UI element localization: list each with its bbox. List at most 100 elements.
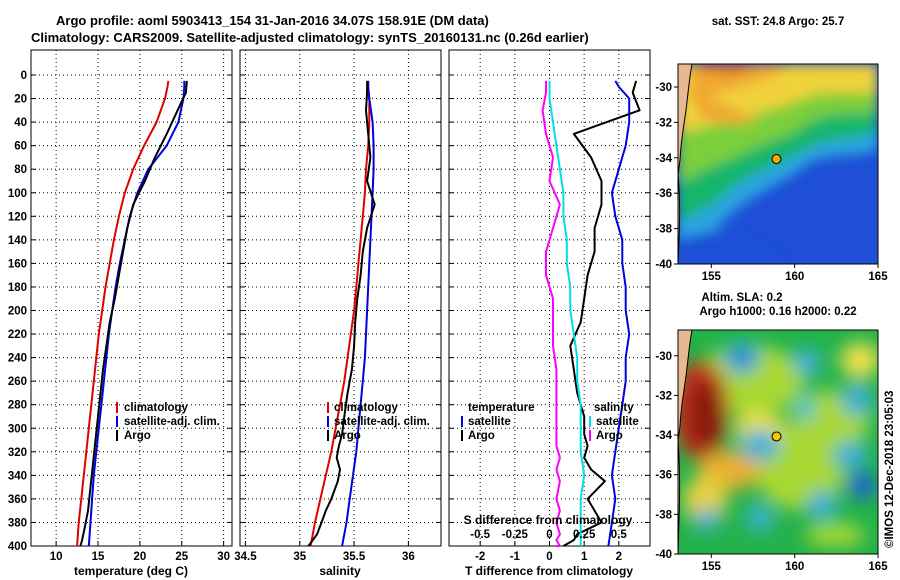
map-lat-label: -34 xyxy=(655,153,672,165)
y-tick-label: 300 xyxy=(8,423,27,435)
sst-map-frame xyxy=(677,63,879,265)
y-tick-label: 120 xyxy=(8,211,27,223)
imos-credit: ©IMOS 12-Dec-2018 23:05:03 xyxy=(884,391,896,548)
s-difference-label: S difference from climatology xyxy=(464,513,633,527)
y-tick-label: 40 xyxy=(14,117,27,129)
x-tick-label: 15 xyxy=(92,551,105,563)
y-tick-label: 280 xyxy=(8,400,27,412)
temperature-xlabel: temperature (deg C) xyxy=(74,564,188,578)
x-tick-label: -2 xyxy=(475,551,485,563)
salinity-ticks: 34.5 35 35.5 36 xyxy=(234,74,441,563)
sla-map-ticks: -30 -32 -34 -36 -38 -40 155 160 165 xyxy=(655,351,888,573)
x-tick-label: -1 xyxy=(510,551,521,563)
series-satellite-adj-clim- xyxy=(341,80,375,547)
sst-map: sat. SST: 24.8 Argo: 25.7 -30-32-34-36-3… xyxy=(655,16,888,283)
salinity-profile-chart: 34.5 35 35.5 36 climatology satellite-adj. … xyxy=(234,49,442,578)
t-difference-xlabel: T difference from climatology xyxy=(465,564,633,578)
legend-label-argo: Argo xyxy=(124,430,151,442)
difference-profile-chart: -2 -1 0 1 2 -0.5 -0.25 0 0.25 0.5 temperature sat… xyxy=(448,49,651,578)
salinity-plot-frame xyxy=(239,49,442,547)
y-tick-label: 140 xyxy=(8,235,27,247)
x-tick-label: 35 xyxy=(293,551,306,563)
map-lon-label: 155 xyxy=(702,271,722,283)
y-tick-label: 100 xyxy=(8,188,27,200)
map-lon-label: 165 xyxy=(868,561,888,573)
temperature-legend: climatology satellite-adj. clim. Argo xyxy=(116,402,220,442)
map-lat-label: -36 xyxy=(655,188,672,200)
map-lon-label: 155 xyxy=(702,561,722,573)
map-lat-label: -40 xyxy=(655,259,672,271)
y-tick-label: 0 xyxy=(21,70,27,82)
x-tick-label: 20 xyxy=(133,551,146,563)
salinity-series xyxy=(307,80,376,547)
difference-ticks: -2 -1 0 1 2 -0.5 -0.25 0 0.25 0.5 xyxy=(449,74,650,563)
y-tick-label: 360 xyxy=(8,494,27,506)
map-lon-label: 160 xyxy=(785,561,804,573)
temperature-gridlines xyxy=(31,50,232,547)
x-tick-label: 35.5 xyxy=(343,551,366,563)
s-diff-tick-label: 0 xyxy=(546,529,552,541)
legend-label-climatology: climatology xyxy=(334,402,399,414)
series-t-satellite xyxy=(607,80,631,547)
difference-legend-salinity: salinity satellite Argo xyxy=(589,402,639,442)
sla-float-marker xyxy=(771,431,782,442)
map-lat-label: -32 xyxy=(655,390,672,402)
salinity-xlabel: salinity xyxy=(319,564,361,578)
series-t-argo xyxy=(562,80,641,547)
figure-title-line2: Climatology: CARS2009. Satellite-adjuste… xyxy=(31,30,589,45)
series-s-satellite xyxy=(548,80,586,546)
sla-map-title-line2: Argo h1000: 0.16 h2000: 0.22 xyxy=(699,306,856,318)
y-tick-label: 380 xyxy=(8,517,27,529)
map-lat-label: -36 xyxy=(655,470,672,482)
s-diff-tick-label: -0.25 xyxy=(502,529,529,541)
legend-title-salinity: salinity xyxy=(594,402,634,414)
temperature-profile-chart: 10 15 20 25 30020406080100120140160180200220… xyxy=(8,49,233,578)
map-lat-label: -30 xyxy=(655,82,672,94)
map-lat-label: -30 xyxy=(655,351,672,363)
x-tick-label: 0 xyxy=(546,551,552,563)
map-lat-label: -38 xyxy=(655,509,672,521)
s-diff-tick-label: 0.5 xyxy=(611,529,628,541)
difference-legend-temperature: temperature satellite Argo xyxy=(461,402,534,442)
y-tick-label: 400 xyxy=(8,541,27,553)
map-lat-label: -32 xyxy=(655,117,672,129)
y-tick-label: 180 xyxy=(8,282,27,294)
map-lat-label: -40 xyxy=(655,549,672,561)
series-climatology xyxy=(76,80,170,547)
sla-map-frame xyxy=(677,329,879,555)
legend-label-t-satellite: satellite xyxy=(468,416,511,428)
figure-title-line1: Argo profile: aoml 5903413_154 31-Jan-20… xyxy=(56,13,489,28)
map-lon-label: 160 xyxy=(785,271,804,283)
x-tick-label: 34.5 xyxy=(234,551,257,563)
x-tick-label: 25 xyxy=(175,551,188,563)
sst-map-title: sat. SST: 24.8 Argo: 25.7 xyxy=(712,16,845,28)
s-diff-tick-label: -0.5 xyxy=(470,529,490,541)
y-tick-label: 220 xyxy=(8,329,27,341)
y-tick-label: 20 xyxy=(14,94,27,106)
series-s-argo xyxy=(541,80,561,547)
s-diff-tick-label: 0.25 xyxy=(573,529,596,541)
map-lat-label: -38 xyxy=(655,224,672,236)
y-tick-label: 160 xyxy=(8,258,27,270)
legend-label-argo: Argo xyxy=(334,430,361,442)
y-tick-label: 320 xyxy=(8,447,27,459)
map-lon-label: 165 xyxy=(868,271,888,283)
y-tick-label: 240 xyxy=(8,353,27,365)
legend-label-t-argo: Argo xyxy=(468,430,495,442)
sla-map-title-line1: Altim. SLA: 0.2 xyxy=(701,292,782,304)
sst-map-ticks: -30 -32 -34 -36 -38 -40 155 160 165 xyxy=(655,82,888,283)
x-tick-label: 10 xyxy=(50,551,63,563)
difference-series xyxy=(541,80,641,547)
x-tick-label: 2 xyxy=(616,551,622,563)
map-lat-label: -34 xyxy=(655,430,672,442)
y-tick-label: 340 xyxy=(8,470,27,482)
x-tick-label: 36 xyxy=(402,551,415,563)
y-tick-label: 260 xyxy=(8,376,27,388)
y-tick-label: 80 xyxy=(14,164,27,176)
legend-label-satellite: satellite-adj. clim. xyxy=(124,416,220,428)
sla-map: Altim. SLA: 0.2 Argo h1000: 0.16 h2000: … xyxy=(655,292,888,573)
temperature-series xyxy=(76,80,188,547)
x-tick-label: 30 xyxy=(217,551,230,563)
salinity-legend: climatology satellite-adj. clim. Argo xyxy=(327,402,430,442)
